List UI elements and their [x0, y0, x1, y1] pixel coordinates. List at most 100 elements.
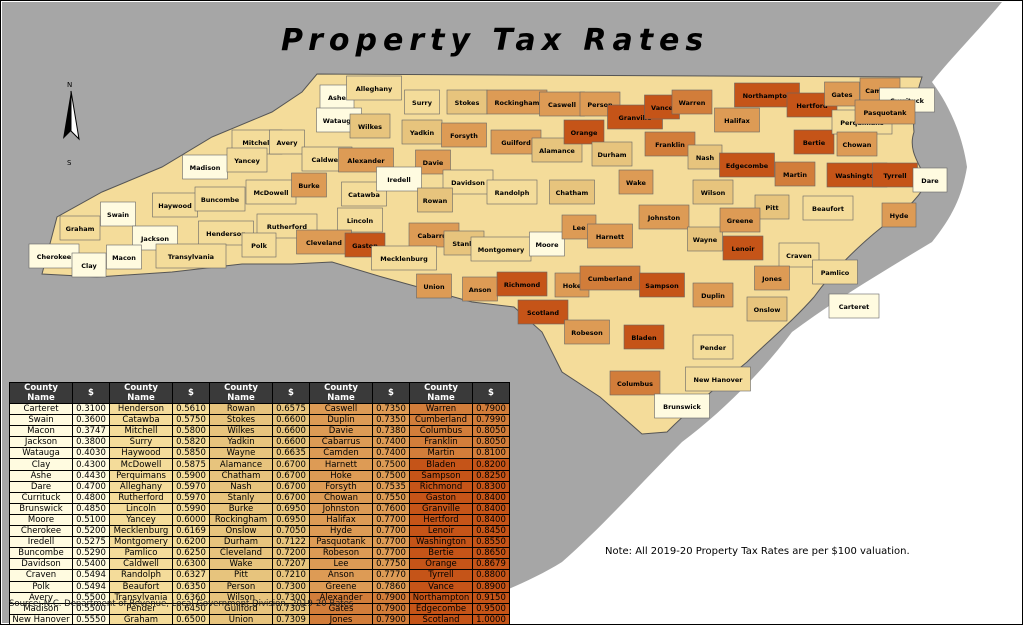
county-mcdowell: McDowell: [245, 179, 297, 205]
tax-rate-cell: 1.0000: [472, 613, 510, 624]
county-label: Davie: [423, 159, 444, 167]
county-name-cell: Dare: [9, 480, 73, 493]
tax-rate-cell: 0.6600: [272, 425, 310, 438]
tax-rate-cell: 0.7600: [372, 502, 410, 515]
tax-rate-cell: 0.6635: [272, 447, 310, 460]
county-label: Hoke: [563, 282, 582, 290]
county-label: Columbus: [617, 380, 653, 388]
county-label: Lincoln: [347, 217, 374, 225]
county-name-cell: Rowan: [209, 402, 273, 416]
county-name-cell: Currituck: [9, 491, 73, 504]
county-label: Nash: [696, 154, 715, 162]
column-header-county: County Name: [9, 382, 73, 404]
county-fill: [71, 252, 107, 278]
county-label: Mitchell: [242, 139, 271, 147]
county-label: Beaufort: [812, 205, 844, 213]
county-name-cell: Orange: [409, 558, 473, 571]
county-fill: [692, 282, 734, 308]
table-row: Madison 0.5500 Pender 0.6450 Guilford 0.7305 G…: [9, 602, 510, 615]
county-label: Chowan: [843, 141, 872, 149]
county-duplin: Duplin: [692, 282, 734, 308]
county-label: Macon: [112, 254, 136, 262]
county-fill: [754, 194, 790, 220]
county-label: Lee: [573, 224, 587, 232]
county-fill: [692, 334, 734, 360]
county-stokes: Stokes: [446, 89, 488, 115]
column-header-rate: $: [272, 382, 310, 404]
tax-rate-cell: 0.6300: [172, 558, 210, 571]
county-label: Johnston: [647, 214, 681, 222]
county-name-cell: Pitt: [209, 569, 273, 582]
county-label: Scotland: [527, 309, 559, 317]
county-name-cell: Robeson: [309, 547, 373, 560]
county-label: Robeson: [571, 329, 603, 337]
county-name-cell: Pasquotank: [309, 536, 373, 549]
tax-rate-cell: 0.5850: [172, 447, 210, 460]
column-header-county: County Name: [209, 382, 273, 404]
county-name-cell: Ashe: [9, 469, 73, 482]
county-fill: [836, 131, 878, 157]
county-brunswick: Brunswick: [654, 393, 710, 419]
tax-rate-cell: 0.5550: [72, 613, 110, 624]
county-label: Hyde: [890, 212, 909, 220]
county-name-cell: Rockingham: [209, 513, 273, 527]
county-label: Pender: [700, 344, 727, 352]
county-fill: [269, 129, 305, 155]
county-fill: [644, 131, 696, 157]
county-fill: [462, 276, 498, 302]
county-label: Rockingham: [495, 99, 540, 107]
county-label: Surry: [412, 99, 433, 107]
county-cleveland: Cleveland: [296, 229, 352, 255]
county-label: Harnett: [596, 233, 624, 241]
tax-rate-cell: 0.8800: [472, 569, 510, 582]
county-name-cell: Montgomery: [109, 536, 173, 549]
county-label: Craven: [786, 252, 812, 260]
tax-rate-cell: 0.5970: [172, 491, 210, 504]
tax-rate-cell: 0.7860: [372, 580, 410, 593]
county-beaufort: Beaufort: [802, 195, 854, 221]
tax-rate-cell: 0.7210: [272, 569, 310, 582]
tax-rate-cell: 0.5900: [172, 469, 210, 482]
table-row: New Hanover 0.5550 Graham 0.6500 Union 0.7309…: [9, 613, 510, 624]
county-label: Duplin: [701, 292, 725, 300]
county-fill: [623, 324, 665, 350]
table-row: Davidson 0.5400 Caldwell 0.6300 Wake 0.7207 Le…: [9, 558, 510, 571]
tax-rate-cell: 0.7535: [372, 480, 410, 493]
county-name-cell: Greene: [309, 580, 373, 593]
county-label: Henderson: [206, 230, 246, 238]
county-label: Bertie: [803, 139, 826, 147]
county-anson: Anson: [462, 276, 498, 302]
county-name-cell: Harnett: [309, 458, 373, 471]
county-pitt: Pitt: [754, 194, 790, 220]
county-name-cell: Lenoir: [409, 525, 473, 538]
county-fill: [719, 207, 761, 233]
table-row: Buncombe 0.5290 Pamlico 0.6250 Cleveland 0.72…: [9, 547, 510, 560]
county-name-cell: Wake: [209, 558, 273, 571]
county-name-cell: Durham: [209, 536, 273, 549]
county-label: Gates: [831, 91, 852, 99]
tax-rate-cell: 0.8400: [472, 502, 510, 515]
county-name-cell: Hyde: [309, 525, 373, 538]
county-fill: [28, 243, 80, 269]
county-name-cell: Cleveland: [209, 547, 273, 560]
county-fill: [371, 245, 437, 271]
county-name-cell: Lincoln: [109, 502, 173, 515]
county-name-cell: Polk: [9, 580, 73, 593]
county-label: Pamlico: [821, 269, 850, 277]
county-fill: [106, 244, 142, 270]
county-name-cell: Beaufort: [109, 580, 173, 593]
tax-rate-cell: 0.4850: [72, 502, 110, 515]
county-name-cell: Alleghany: [109, 480, 173, 493]
county-fill: [793, 129, 835, 155]
county-label: Wayne: [693, 236, 718, 244]
county-fill: [587, 223, 633, 249]
tax-rate-cell: 0.7700: [372, 525, 410, 538]
county-fill: [470, 236, 532, 262]
county-fill: [337, 207, 383, 233]
county-fill: [441, 122, 487, 148]
tax-rate-cell: 0.4300: [72, 458, 110, 471]
county-edgecombe: Edgecombe: [719, 152, 775, 178]
tax-rate-cell: 0.3800: [72, 436, 110, 449]
county-fill: [719, 152, 775, 178]
county-label: Bladen: [631, 334, 657, 342]
